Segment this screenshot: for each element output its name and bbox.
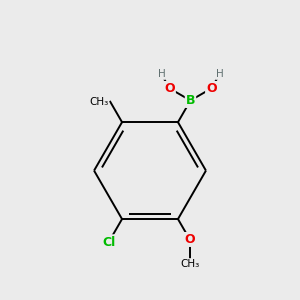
- Text: O: O: [206, 82, 217, 95]
- Text: H: H: [158, 69, 165, 80]
- Text: O: O: [164, 82, 175, 95]
- Text: O: O: [184, 233, 195, 246]
- Text: B: B: [186, 94, 195, 107]
- Text: H: H: [216, 69, 224, 80]
- Text: Cl: Cl: [102, 236, 116, 248]
- Text: CH₃: CH₃: [180, 259, 200, 269]
- Text: CH₃: CH₃: [89, 97, 109, 107]
